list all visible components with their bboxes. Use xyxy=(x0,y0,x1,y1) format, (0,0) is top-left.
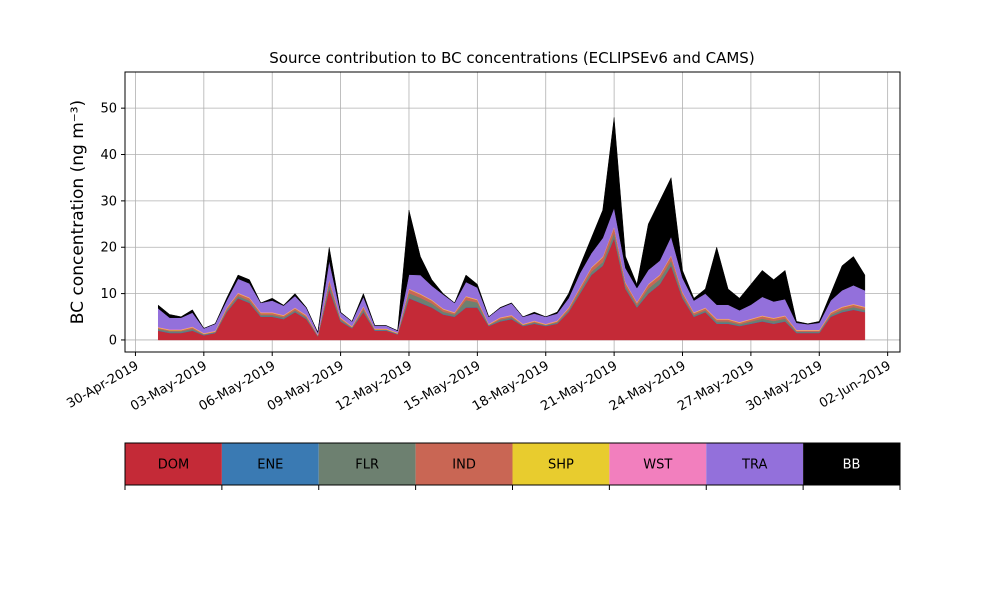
x-tick-label: 21-May-2019 xyxy=(538,358,620,414)
x-tick-label: 15-May-2019 xyxy=(402,358,484,414)
legend-swatch xyxy=(803,443,900,485)
legend-swatch xyxy=(609,443,707,485)
legend-label: TRA xyxy=(741,458,767,473)
legend-label: SHP xyxy=(548,458,574,473)
legend-swatch xyxy=(221,443,319,485)
legend-label: FLR xyxy=(355,458,379,473)
legend-swatch xyxy=(706,443,804,485)
legend-swatch xyxy=(415,443,513,485)
x-tick-label: 02-Jun-2019 xyxy=(817,358,894,411)
legend-label: ENE xyxy=(257,458,283,473)
y-tick-label: 40 xyxy=(100,148,117,163)
y-axis-label: BC concentration (ng m⁻³) xyxy=(68,100,88,324)
x-tick-label: 30-May-2019 xyxy=(744,358,826,414)
area xyxy=(157,117,866,334)
y-tick-label: 10 xyxy=(100,287,117,302)
x-tick-label: 09-May-2019 xyxy=(265,358,347,414)
x-tick-label: 24-May-2019 xyxy=(607,358,689,414)
legend-swatch xyxy=(318,443,416,485)
y-tick-label: 20 xyxy=(100,241,117,256)
y-tick-label: 30 xyxy=(100,194,117,209)
x-tick-label: 12-May-2019 xyxy=(333,358,415,414)
chart-title: Source contribution to BC concentrations… xyxy=(269,49,754,67)
x-tick-label: 18-May-2019 xyxy=(470,358,552,414)
legend-label: IND xyxy=(452,458,476,473)
plot-frame xyxy=(124,71,901,353)
x-tick-label: 27-May-2019 xyxy=(675,358,757,414)
legend-swatch xyxy=(512,443,610,485)
x-tick-label: 03-May-2019 xyxy=(128,358,210,414)
legend-swatch xyxy=(125,443,222,485)
legend-frame xyxy=(124,442,901,486)
legend-label: BB xyxy=(843,458,861,473)
legend-label: DOM xyxy=(158,458,189,473)
y-tick-label: 0 xyxy=(109,333,117,348)
x-tick-label: 06-May-2019 xyxy=(197,358,279,414)
legend-label: WST xyxy=(643,458,672,473)
y-tick-label: 50 xyxy=(100,102,117,117)
